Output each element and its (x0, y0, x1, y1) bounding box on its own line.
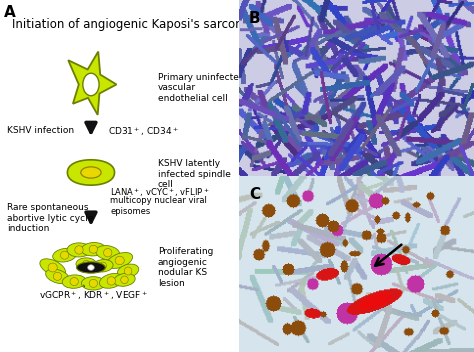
Ellipse shape (67, 243, 91, 257)
Ellipse shape (83, 73, 99, 96)
Polygon shape (67, 160, 115, 185)
Ellipse shape (46, 269, 69, 284)
Text: B: B (249, 11, 260, 26)
Ellipse shape (118, 264, 139, 278)
Ellipse shape (82, 260, 90, 268)
Ellipse shape (121, 276, 128, 284)
Ellipse shape (77, 262, 105, 273)
Ellipse shape (70, 278, 78, 285)
Ellipse shape (107, 252, 133, 269)
Ellipse shape (53, 249, 77, 262)
Text: multicopy nuclear viral: multicopy nuclear viral (110, 196, 207, 206)
Text: CD31$^+$, CD34$^+$: CD31$^+$, CD34$^+$ (108, 125, 179, 138)
Ellipse shape (107, 277, 116, 285)
Ellipse shape (62, 275, 86, 288)
Text: LANA$^+$, vCYC$^+$, vFLIP$^+$: LANA$^+$, vCYC$^+$, vFLIP$^+$ (110, 186, 210, 199)
Text: episomes: episomes (110, 207, 150, 216)
Ellipse shape (82, 277, 105, 290)
Text: Rare spontaneous
abortive lytic cycle
induction: Rare spontaneous abortive lytic cycle in… (7, 203, 93, 233)
Ellipse shape (114, 274, 135, 286)
Ellipse shape (93, 259, 113, 272)
Text: Primary uninfected
vascular
endothelial cell: Primary uninfected vascular endothelial … (158, 73, 245, 103)
Ellipse shape (96, 246, 119, 260)
Text: vGCPR$^+$, KDR$^+$, VEGF$^+$: vGCPR$^+$, KDR$^+$, VEGF$^+$ (39, 285, 148, 302)
Ellipse shape (40, 259, 65, 276)
Ellipse shape (100, 262, 107, 270)
Polygon shape (68, 51, 117, 115)
Ellipse shape (75, 246, 83, 254)
Ellipse shape (53, 272, 62, 280)
Text: Proliferating
angiogenic
nodular KS
lesion: Proliferating angiogenic nodular KS lesi… (158, 247, 213, 288)
Text: C: C (249, 187, 260, 202)
Ellipse shape (89, 279, 98, 287)
Ellipse shape (100, 274, 123, 288)
Ellipse shape (88, 265, 94, 270)
Text: KSHV infection: KSHV infection (7, 126, 74, 135)
Ellipse shape (81, 167, 101, 178)
Ellipse shape (115, 256, 124, 265)
Ellipse shape (76, 258, 96, 270)
Text: Initiation of angiogenic Kaposi's sarcoma lesions: Initiation of angiogenic Kaposi's sarcom… (12, 18, 299, 31)
Ellipse shape (48, 263, 57, 272)
Ellipse shape (124, 267, 132, 275)
Ellipse shape (89, 245, 98, 253)
Ellipse shape (82, 243, 105, 256)
Text: A: A (4, 5, 15, 20)
Text: KSHV latently
infected spindle
cell: KSHV latently infected spindle cell (158, 159, 231, 189)
Ellipse shape (61, 251, 69, 259)
Ellipse shape (103, 249, 112, 257)
